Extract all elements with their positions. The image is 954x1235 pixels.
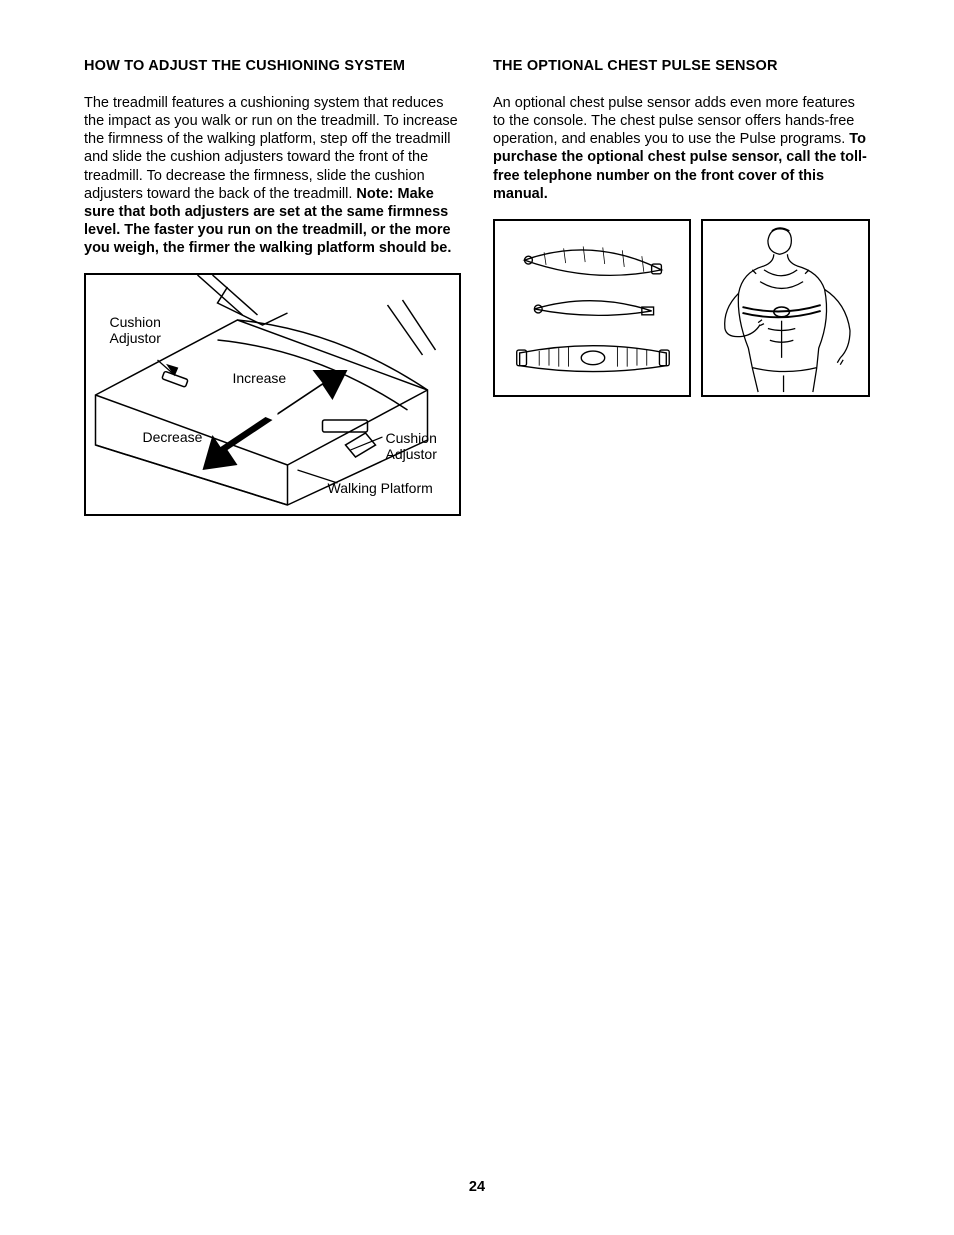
pulse-sensor-figures (493, 219, 870, 397)
label-cushion-adjustor-top-l2: Adjustor (110, 330, 162, 346)
right-heading: THE OPTIONAL CHEST PULSE SENSOR (493, 58, 870, 74)
right-para-plain: An optional chest pulse sensor adds even… (493, 95, 855, 147)
page-number: 24 (0, 1179, 954, 1195)
cushioning-diagram: Cushion Adjustor Increase Decrease Cushi… (84, 273, 461, 516)
manual-page: HOW TO ADJUST THE CUSHIONING SYSTEM The … (0, 0, 954, 1235)
right-paragraph: An optional chest pulse sensor adds even… (493, 94, 870, 203)
person-wearing-strap-diagram (701, 219, 870, 397)
treadmill-svg: Cushion Adjustor Increase Decrease Cushi… (86, 275, 459, 514)
left-paragraph: The treadmill features a cushioning syst… (84, 94, 461, 257)
person-svg (703, 221, 868, 395)
strap-svg (495, 221, 689, 395)
left-heading: HOW TO ADJUST THE CUSHIONING SYSTEM (84, 58, 461, 74)
label-cushion-adjustor-right-l1: Cushion (386, 430, 437, 446)
chest-strap-diagram (493, 219, 691, 397)
left-column: HOW TO ADJUST THE CUSHIONING SYSTEM The … (84, 58, 461, 516)
label-walking-platform: Walking Platform (328, 480, 433, 496)
right-column: THE OPTIONAL CHEST PULSE SENSOR An optio… (493, 58, 870, 516)
two-column-layout: HOW TO ADJUST THE CUSHIONING SYSTEM The … (84, 58, 870, 516)
label-increase: Increase (233, 370, 287, 386)
label-decrease: Decrease (143, 429, 203, 445)
label-cushion-adjustor-top-l1: Cushion (110, 314, 161, 330)
label-cushion-adjustor-right-l2: Adjustor (386, 446, 438, 462)
